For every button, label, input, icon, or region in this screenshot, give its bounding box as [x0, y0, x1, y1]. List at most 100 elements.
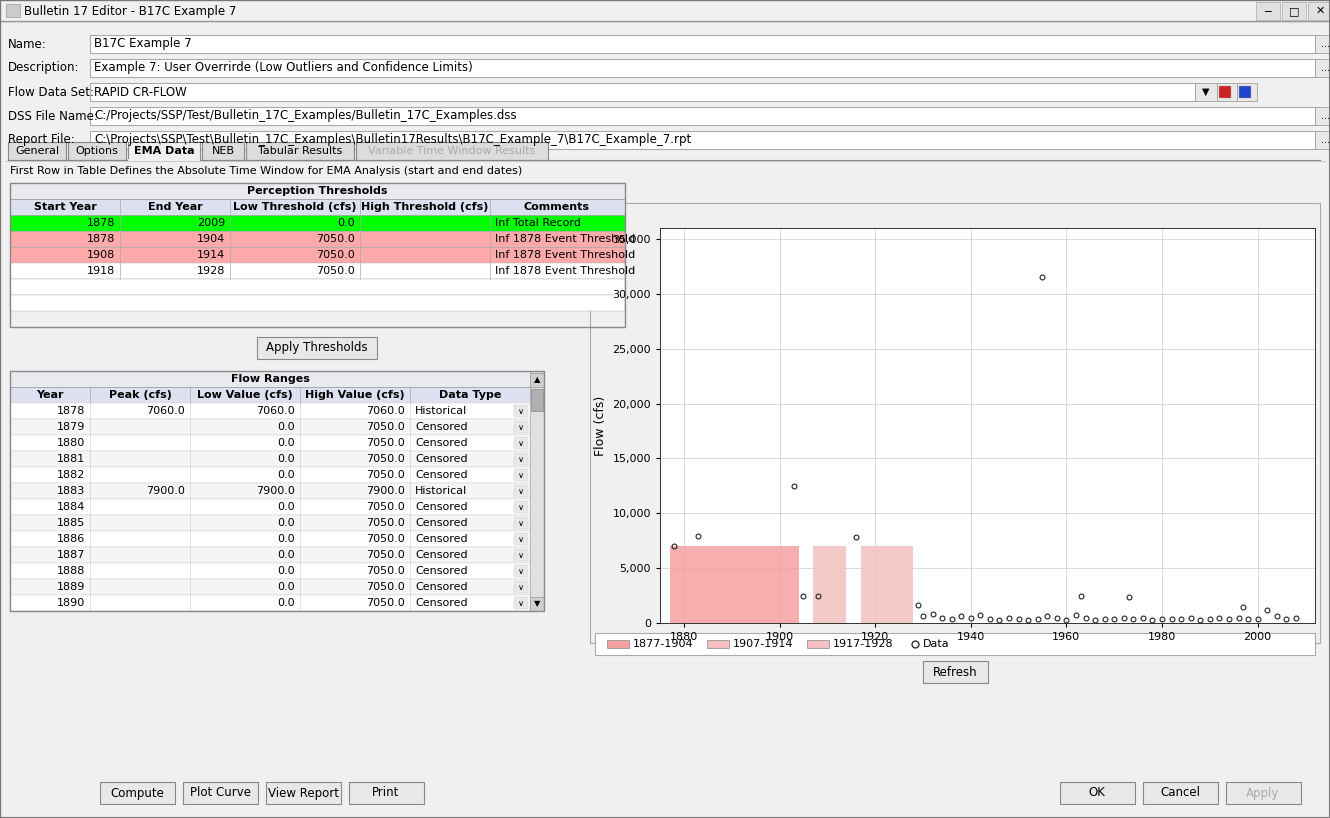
Text: Cancel: Cancel [1160, 786, 1200, 799]
Text: 1904: 1904 [197, 234, 225, 244]
Bar [202, 142, 243, 160]
Text: 1878: 1878 [86, 218, 114, 228]
Text: Censored: Censored [415, 470, 468, 480]
Text: 1884: 1884 [57, 502, 85, 512]
Text: 7050.0: 7050.0 [366, 598, 406, 608]
Text: 0.0: 0.0 [278, 566, 295, 576]
Text: Censored: Censored [415, 598, 468, 608]
Text: 7900.0: 7900.0 [146, 486, 185, 496]
Bar [90, 59, 1315, 77]
Text: 7050.0: 7050.0 [317, 234, 355, 244]
Text: 7050.0: 7050.0 [366, 422, 406, 432]
Bar [1237, 83, 1257, 101]
Text: 1914: 1914 [197, 250, 225, 260]
Text: ─: ─ [1265, 6, 1271, 16]
Text: Inf Total Record: Inf Total Record [495, 218, 581, 228]
Bar [861, 546, 914, 623]
Text: 2009: 2009 [197, 218, 225, 228]
Text: 0.0: 0.0 [338, 218, 355, 228]
Text: 1907-1914: 1907-1914 [733, 639, 794, 649]
Bar [513, 485, 528, 497]
Text: 1882: 1882 [57, 470, 85, 480]
Bar [669, 546, 798, 623]
Text: 7050.0: 7050.0 [317, 250, 355, 260]
Bar [513, 517, 528, 529]
Text: 0.0: 0.0 [278, 454, 295, 464]
Text: Inf 1878 Event Threshold: Inf 1878 Event Threshold [495, 266, 636, 276]
Text: Censored: Censored [415, 454, 468, 464]
Text: Refresh: Refresh [932, 666, 978, 678]
Text: Inf 1878 Event Threshold: Inf 1878 Event Threshold [495, 250, 636, 260]
Bar [1217, 83, 1237, 101]
Text: DSS File Name:: DSS File Name: [8, 110, 98, 123]
Bar [11, 183, 625, 199]
Text: 7050.0: 7050.0 [366, 438, 406, 448]
Text: Data Type: Data Type [439, 390, 501, 400]
Bar [11, 371, 529, 387]
Text: 1878: 1878 [57, 406, 85, 416]
Text: 1879: 1879 [57, 422, 85, 432]
Bar [184, 782, 258, 804]
Text: ∨: ∨ [517, 502, 524, 511]
Bar [90, 35, 1315, 53]
Bar [1194, 83, 1217, 101]
Bar [1220, 86, 1232, 98]
Text: Censored: Censored [415, 438, 468, 448]
Text: 0.0: 0.0 [278, 422, 295, 432]
Text: 0.0: 0.0 [278, 582, 295, 592]
Text: Variable Time Window Results: Variable Time Window Results [368, 146, 536, 156]
Text: □: □ [1289, 6, 1299, 16]
Text: ∨: ∨ [517, 534, 524, 543]
Text: ∨: ∨ [517, 407, 524, 416]
Bar [807, 640, 829, 648]
Text: General: General [15, 146, 59, 156]
Bar [1315, 35, 1330, 53]
Text: ...: ... [1321, 135, 1330, 145]
Text: ∨: ∨ [517, 582, 524, 591]
Bar [513, 597, 528, 609]
Bar [529, 597, 544, 611]
Bar [11, 403, 529, 419]
Bar [68, 142, 126, 160]
Bar [513, 581, 528, 593]
Text: 0.0: 0.0 [278, 550, 295, 560]
Text: 7050.0: 7050.0 [366, 454, 406, 464]
Text: Peak (cfs): Peak (cfs) [109, 390, 172, 400]
Text: Report File:: Report File: [8, 133, 74, 146]
Bar [513, 549, 528, 561]
Text: NEB: NEB [211, 146, 234, 156]
Text: 1917-1928: 1917-1928 [833, 639, 894, 649]
Bar [8, 142, 66, 160]
Text: Description:: Description: [8, 61, 80, 74]
Text: 1888: 1888 [57, 566, 85, 576]
Text: Apply: Apply [1246, 786, 1279, 799]
Text: Tabular Results: Tabular Results [258, 146, 342, 156]
Bar [11, 499, 529, 515]
Bar [591, 203, 1319, 643]
Text: EMA Data: EMA Data [134, 146, 194, 156]
Bar [90, 107, 1315, 125]
Text: 1883: 1883 [57, 486, 85, 496]
Text: 0.0: 0.0 [278, 598, 295, 608]
Text: 1880: 1880 [57, 438, 85, 448]
Bar [531, 389, 543, 411]
Text: 0.0: 0.0 [278, 502, 295, 512]
Text: Comments: Comments [524, 202, 591, 212]
Bar [90, 131, 1315, 149]
Bar [7, 4, 20, 17]
Text: ∨: ∨ [517, 487, 524, 496]
Bar [708, 640, 729, 648]
Bar [11, 387, 529, 403]
Text: High Value (cfs): High Value (cfs) [305, 390, 404, 400]
Text: Example 7: User Overrirde (Low Outliers and Confidence Limits): Example 7: User Overrirde (Low Outliers … [94, 61, 472, 74]
Bar [1315, 107, 1330, 125]
Text: 0.0: 0.0 [278, 518, 295, 528]
Bar [11, 547, 529, 563]
Text: Options: Options [76, 146, 118, 156]
Text: 7050.0: 7050.0 [366, 502, 406, 512]
Text: Censored: Censored [415, 534, 468, 544]
Text: Censored: Censored [415, 518, 468, 528]
Text: Low Value (cfs): Low Value (cfs) [197, 390, 293, 400]
Bar [11, 263, 625, 279]
Text: 7060.0: 7060.0 [146, 406, 185, 416]
